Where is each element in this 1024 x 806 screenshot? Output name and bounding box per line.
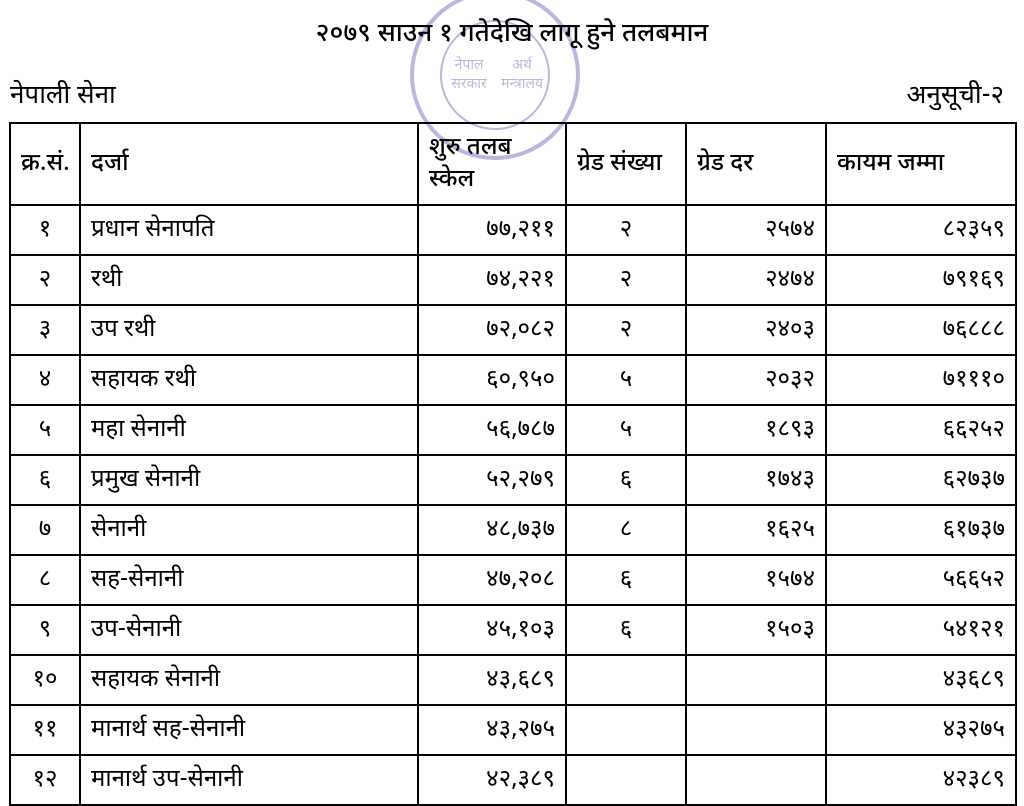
table-row: ९उप-सेनानी४५,१०३६१५०३५४१२१ <box>10 605 1016 655</box>
cell-grades: ६ <box>566 605 686 655</box>
cell-total: ५६६५२ <box>826 555 1016 605</box>
cell-rank: मानार्थ उप-सेनानी <box>80 755 418 805</box>
cell-rate <box>686 705 826 755</box>
cell-rate: २५७४ <box>686 205 826 255</box>
document-title: २०७९ साउन १ गतेदेखि लागू हुने तलबमान <box>0 0 1024 52</box>
table-row: १०सहायक सेनानी४३,६८९ ४३६८९ <box>10 655 1016 705</box>
col-header-sn: क्र.सं. <box>10 123 80 205</box>
cell-start: ६०,९५० <box>418 355 566 405</box>
table-row: ३उप रथी७२,०८२२२४०३७६८८८ <box>10 305 1016 355</box>
table-header-row: क्र.सं. दर्जा शुरु तलब स्केल ग्रेड संख्य… <box>10 123 1016 205</box>
cell-start: ४२,३८९ <box>418 755 566 805</box>
cell-grades: ६ <box>566 455 686 505</box>
cell-grades <box>566 655 686 705</box>
cell-rate: १५०३ <box>686 605 826 655</box>
col-header-start: शुरु तलब स्केल <box>418 123 566 205</box>
table-row: १प्रधान सेनापति७७,२११२२५७४८२३५९ <box>10 205 1016 255</box>
col-header-rank: दर्जा <box>80 123 418 205</box>
col-header-rate: ग्रेड दर <box>686 123 826 205</box>
header-right: अनुसूची-२ <box>907 80 1004 114</box>
table-row: १२मानार्थ उप-सेनानी४२,३८९ ४२३८९ <box>10 755 1016 805</box>
cell-start: ५६,७८७ <box>418 405 566 455</box>
cell-sn: २ <box>10 255 80 305</box>
cell-total: ४३२७५ <box>826 705 1016 755</box>
cell-total: ६२७३७ <box>826 455 1016 505</box>
cell-start: ७४,२२१ <box>418 255 566 305</box>
cell-rank: सहायक सेनानी <box>80 655 418 705</box>
cell-rate: १५७४ <box>686 555 826 605</box>
cell-total: ४३६८९ <box>826 655 1016 705</box>
cell-start: ४८,७३७ <box>418 505 566 555</box>
cell-start: ५२,२७९ <box>418 455 566 505</box>
cell-rank: रथी <box>80 255 418 305</box>
table-row: ७सेनानी४८,७३७८१६२५६१७३७ <box>10 505 1016 555</box>
table-row: ११मानार्थ सह-सेनानी४३,२७५ ४३२७५ <box>10 705 1016 755</box>
cell-rate: २४०३ <box>686 305 826 355</box>
cell-grades: ८ <box>566 505 686 555</box>
cell-sn: १ <box>10 205 80 255</box>
cell-sn: १० <box>10 655 80 705</box>
cell-start: ४३,६८९ <box>418 655 566 705</box>
cell-grades: २ <box>566 205 686 255</box>
table-row: २रथी७४,२२१२२४७४७९१६९ <box>10 255 1016 305</box>
cell-rate: १७४३ <box>686 455 826 505</box>
cell-sn: ८ <box>10 555 80 605</box>
cell-rank: उप-सेनानी <box>80 605 418 655</box>
header-row: नेपाली सेना अनुसूची-२ <box>0 52 1024 122</box>
cell-total: ५४१२१ <box>826 605 1016 655</box>
cell-start: ७२,०८२ <box>418 305 566 355</box>
cell-grades: ५ <box>566 405 686 455</box>
cell-rank: सहायक रथी <box>80 355 418 405</box>
cell-total: ६१७३७ <box>826 505 1016 555</box>
col-header-total: कायम जम्मा <box>826 123 1016 205</box>
cell-rank: सह-सेनानी <box>80 555 418 605</box>
cell-start: ४३,२७५ <box>418 705 566 755</box>
table-row: ५महा सेनानी५६,७८७५१८९३६६२५२ <box>10 405 1016 455</box>
cell-grades: २ <box>566 305 686 355</box>
cell-rate: २४७४ <box>686 255 826 305</box>
cell-rank: प्रमुख सेनानी <box>80 455 418 505</box>
cell-rate: १८९३ <box>686 405 826 455</box>
cell-rate <box>686 655 826 705</box>
cell-grades: २ <box>566 255 686 305</box>
cell-total: ४२३८९ <box>826 755 1016 805</box>
cell-sn: ६ <box>10 455 80 505</box>
cell-rank: मानार्थ सह-सेनानी <box>80 705 418 755</box>
cell-rank: महा सेनानी <box>80 405 418 455</box>
cell-grades <box>566 755 686 805</box>
table-row: ६प्रमुख सेनानी५२,२७९६१७४३६२७३७ <box>10 455 1016 505</box>
header-left: नेपाली सेना <box>10 80 116 114</box>
cell-grades: ६ <box>566 555 686 605</box>
cell-sn: ९ <box>10 605 80 655</box>
cell-sn: १२ <box>10 755 80 805</box>
table-row: ८सह-सेनानी४७,२०८६१५७४५६६५२ <box>10 555 1016 605</box>
cell-start: ४५,१०३ <box>418 605 566 655</box>
cell-rank: सेनानी <box>80 505 418 555</box>
cell-rate: १६२५ <box>686 505 826 555</box>
cell-total: ७१११० <box>826 355 1016 405</box>
cell-start: ७७,२११ <box>418 205 566 255</box>
cell-rank: प्रधान सेनापति <box>80 205 418 255</box>
cell-rank: उप रथी <box>80 305 418 355</box>
table-body: १प्रधान सेनापति७७,२११२२५७४८२३५९२रथी७४,२२… <box>10 205 1016 805</box>
cell-total: ८२३५९ <box>826 205 1016 255</box>
salary-table: क्र.सं. दर्जा शुरु तलब स्केल ग्रेड संख्य… <box>9 122 1017 806</box>
cell-sn: ५ <box>10 405 80 455</box>
cell-total: ७९१६९ <box>826 255 1016 305</box>
cell-total: ७६८८८ <box>826 305 1016 355</box>
cell-total: ६६२५२ <box>826 405 1016 455</box>
cell-sn: ११ <box>10 705 80 755</box>
cell-sn: ७ <box>10 505 80 555</box>
cell-sn: ४ <box>10 355 80 405</box>
cell-sn: ३ <box>10 305 80 355</box>
cell-rate <box>686 755 826 805</box>
cell-start: ४७,२०८ <box>418 555 566 605</box>
table-row: ४सहायक रथी६०,९५०५२०३२७१११० <box>10 355 1016 405</box>
col-header-grades: ग्रेड संख्या <box>566 123 686 205</box>
cell-grades <box>566 705 686 755</box>
cell-rate: २०३२ <box>686 355 826 405</box>
cell-grades: ५ <box>566 355 686 405</box>
